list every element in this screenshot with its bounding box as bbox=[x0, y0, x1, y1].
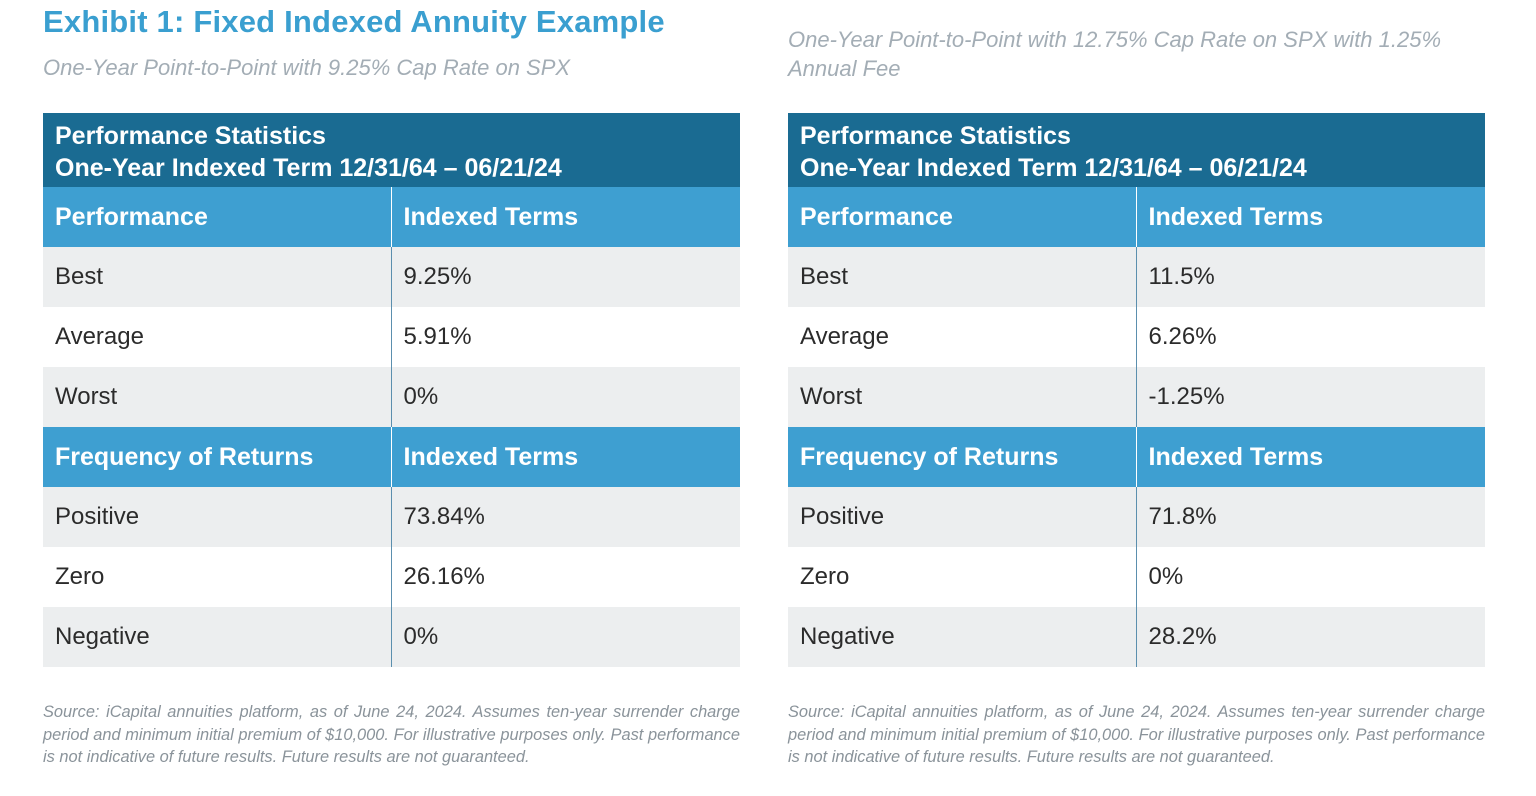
performance-header-row: Performance Indexed Terms bbox=[788, 187, 1486, 247]
panel-subtitle: One-Year Point-to-Point with 12.75% Cap … bbox=[788, 27, 1442, 81]
table-title-line-1: Performance Statistics bbox=[800, 122, 1071, 150]
exhibit-title: Exhibit 1: Fixed Indexed Annuity Example bbox=[43, 4, 665, 39]
frequency-header: Frequency of Returns bbox=[788, 427, 1136, 487]
row-label: Zero bbox=[788, 547, 1136, 607]
performance-header: Performance bbox=[788, 187, 1136, 247]
performance-header: Performance bbox=[43, 187, 391, 247]
row-label: Positive bbox=[43, 487, 391, 547]
row-value: 0% bbox=[390, 367, 741, 427]
table-row-positive: Positive 71.8% bbox=[788, 487, 1486, 547]
indexed-terms-header: Indexed Terms bbox=[1135, 187, 1486, 247]
row-value: 11.5% bbox=[1135, 247, 1486, 307]
table-title-line-1: Performance Statistics bbox=[55, 122, 326, 150]
table-row-worst: Worst -1.25% bbox=[788, 367, 1486, 427]
table-row-worst: Worst 0% bbox=[43, 367, 741, 427]
table-row-negative: Negative 28.2% bbox=[788, 607, 1486, 667]
row-value: 0% bbox=[1135, 547, 1486, 607]
table-row-best: Best 11.5% bbox=[788, 247, 1486, 307]
table-title-line-2: One-Year Indexed Term 12/31/64 – 06/21/2… bbox=[55, 154, 562, 182]
row-label: Average bbox=[43, 307, 391, 367]
row-label: Worst bbox=[43, 367, 391, 427]
frequency-header-row: Frequency of Returns Indexed Terms bbox=[788, 427, 1486, 487]
row-value: 71.8% bbox=[1135, 487, 1486, 547]
row-label: Best bbox=[788, 247, 1136, 307]
frequency-header: Frequency of Returns bbox=[43, 427, 391, 487]
panel-subtitle: One-Year Point-to-Point with 9.25% Cap R… bbox=[43, 55, 571, 80]
table-row-average: Average 5.91% bbox=[43, 307, 741, 367]
indexed-terms-header: Indexed Terms bbox=[390, 187, 741, 247]
performance-statistics-table: Performance Statistics One-Year Indexed … bbox=[788, 113, 1486, 667]
row-label: Negative bbox=[43, 607, 391, 667]
indexed-terms-header: Indexed Terms bbox=[1135, 427, 1486, 487]
table-row-zero: Zero 26.16% bbox=[43, 547, 741, 607]
indexed-terms-header: Indexed Terms bbox=[390, 427, 741, 487]
table-title-line-2: One-Year Indexed Term 12/31/64 – 06/21/2… bbox=[800, 154, 1307, 182]
row-value: 26.16% bbox=[390, 547, 741, 607]
row-label: Positive bbox=[788, 487, 1136, 547]
row-value: 5.91% bbox=[390, 307, 741, 367]
row-label: Average bbox=[788, 307, 1136, 367]
table-row-best: Best 9.25% bbox=[43, 247, 741, 307]
row-label: Negative bbox=[788, 607, 1136, 667]
table-title-row: Performance Statistics One-Year Indexed … bbox=[43, 113, 741, 187]
row-label: Best bbox=[43, 247, 391, 307]
frequency-header-row: Frequency of Returns Indexed Terms bbox=[43, 427, 741, 487]
row-value: 0% bbox=[390, 607, 741, 667]
row-value: 73.84% bbox=[390, 487, 741, 547]
table-title-row: Performance Statistics One-Year Indexed … bbox=[788, 113, 1486, 187]
row-value: 28.2% bbox=[1135, 607, 1486, 667]
row-label: Zero bbox=[43, 547, 391, 607]
row-value: -1.25% bbox=[1135, 367, 1486, 427]
performance-header-row: Performance Indexed Terms bbox=[43, 187, 741, 247]
row-value: 6.26% bbox=[1135, 307, 1486, 367]
table-title: Performance Statistics One-Year Indexed … bbox=[788, 113, 1486, 187]
table-row-average: Average 6.26% bbox=[788, 307, 1486, 367]
row-label: Worst bbox=[788, 367, 1136, 427]
source-footnote: Source: iCapital annuities platform, as … bbox=[788, 703, 1485, 766]
performance-statistics-table: Performance Statistics One-Year Indexed … bbox=[43, 113, 741, 667]
table-row-positive: Positive 73.84% bbox=[43, 487, 741, 547]
row-value: 9.25% bbox=[390, 247, 741, 307]
source-footnote: Source: iCapital annuities platform, as … bbox=[43, 703, 740, 766]
table-title: Performance Statistics One-Year Indexed … bbox=[43, 113, 741, 187]
table-row-zero: Zero 0% bbox=[788, 547, 1486, 607]
table-row-negative: Negative 0% bbox=[43, 607, 741, 667]
